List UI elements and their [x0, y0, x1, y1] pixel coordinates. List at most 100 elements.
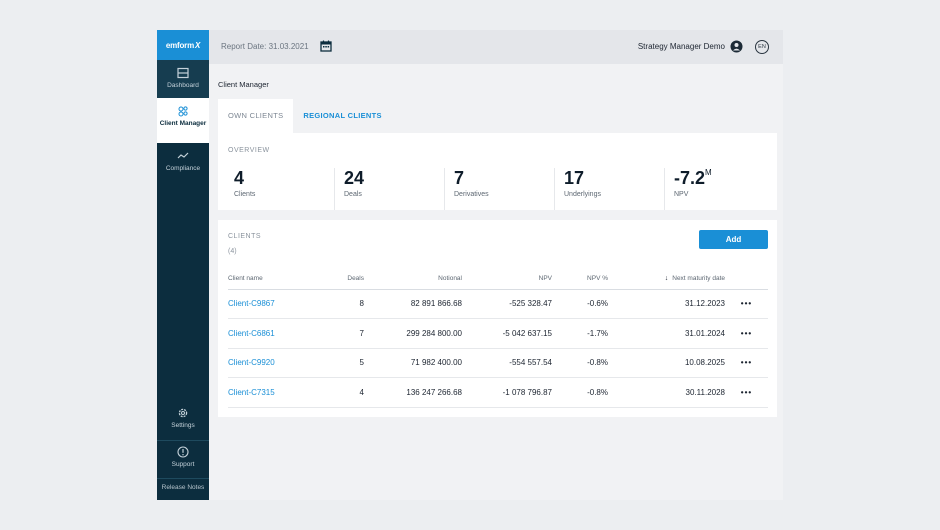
user-avatar-icon[interactable] — [730, 40, 743, 53]
cell-deals: 5 — [318, 348, 364, 378]
cell-next-maturity-date: 31.01.2024 — [608, 318, 725, 349]
topbar: Report Date: 31.03.2021 Strategy Manager… — [209, 30, 783, 64]
logo-text: emform — [165, 40, 194, 50]
table-row[interactable]: Client-C7315 4 136 247 266.68 -1 078 796… — [228, 377, 768, 408]
stat-label: Derivatives — [454, 191, 489, 198]
column-header-notional[interactable]: Notional — [364, 269, 462, 290]
stat-value: 4 — [234, 168, 245, 188]
column-header-npv[interactable]: NPV — [462, 269, 552, 290]
column-header-label: Next maturity date — [672, 275, 725, 283]
cell-npv: -554 557.54 — [462, 348, 552, 378]
sidebar: emform X Dashboard Client Manager Complia… — [157, 30, 209, 500]
app-window: emform X Dashboard Client Manager Complia… — [157, 30, 783, 500]
sidebar-item-settings[interactable]: Settings — [157, 402, 209, 440]
stat-derivatives: 7 Derivatives — [448, 168, 489, 210]
sidebar-item-support[interactable]: Support — [157, 440, 209, 478]
stat-deals: 24 Deals — [338, 168, 364, 210]
stat-value: 24 — [344, 168, 365, 188]
clients-table: Client name Deals Notional NPV NPV % ↓ Ne… — [228, 269, 768, 408]
cell-next-maturity-date: 30.11.2028 — [608, 377, 725, 408]
more-options-icon[interactable]: ••• — [725, 318, 768, 349]
stat-value: 17 — [564, 168, 585, 188]
cell-npv: -1 078 796.87 — [462, 377, 552, 408]
language-switcher[interactable]: EN — [755, 40, 769, 54]
overview-card: OVERVIEW 4 Clients 24 Deals 7 Derivative… — [218, 133, 777, 210]
divider — [664, 168, 665, 210]
divider — [444, 168, 445, 210]
logo-mark: X — [195, 40, 201, 50]
divider — [554, 168, 555, 210]
stat-label: Clients — [234, 191, 256, 198]
breadcrumb: Client Manager — [218, 80, 269, 89]
calendar-icon[interactable] — [320, 40, 332, 52]
column-header-npv-percent[interactable]: NPV % — [552, 269, 608, 290]
clients-count: (4) — [228, 248, 237, 255]
sidebar-item-label: Client Manager — [159, 120, 207, 127]
cell-npv: -5 042 637.15 — [462, 318, 552, 349]
stat-label: NPV — [674, 191, 689, 198]
cell-deals: 4 — [318, 377, 364, 408]
sidebar-item-label: Support — [171, 461, 195, 468]
stat-label: Deals — [344, 191, 362, 198]
column-header-actions — [725, 269, 768, 290]
table-header-row: Client name Deals Notional NPV NPV % ↓ Ne… — [228, 269, 768, 290]
cell-next-maturity-date: 31.12.2023 — [608, 289, 725, 319]
cell-npv-percent: -1.7% — [552, 318, 608, 349]
client-name-link[interactable]: Client-C7315 — [228, 377, 318, 408]
client-name-link[interactable]: Client-C9867 — [228, 289, 318, 319]
people-icon — [178, 106, 188, 117]
table-row[interactable]: Client-C6861 7 299 284 800.00 -5 042 637… — [228, 318, 768, 349]
sidebar-item-release-notes[interactable]: Release Notes — [157, 478, 209, 500]
cell-notional: 71 982 400.00 — [364, 348, 462, 378]
clients-title: CLIENTS — [228, 233, 262, 240]
column-header-next-maturity-date[interactable]: ↓ Next maturity date — [608, 269, 725, 290]
more-options-icon[interactable]: ••• — [725, 348, 768, 378]
cell-notional: 299 284 800.00 — [364, 318, 462, 349]
help-icon — [177, 446, 189, 458]
more-options-icon[interactable]: ••• — [725, 377, 768, 408]
sidebar-item-label: Release Notes — [161, 484, 205, 491]
stat-value: 7 — [454, 168, 465, 188]
cell-npv-percent: -0.6% — [552, 289, 608, 319]
sidebar-item-compliance[interactable]: Compliance — [157, 143, 209, 179]
client-name-link[interactable]: Client-C6861 — [228, 318, 318, 349]
sort-down-icon: ↓ — [664, 275, 669, 283]
tab-bar: OWN CLIENTS REGIONAL CLIENTS — [218, 99, 392, 133]
overview-title: OVERVIEW — [228, 147, 270, 154]
stat-label: Underlyings — [564, 191, 601, 198]
cell-npv: -525 328.47 — [462, 289, 552, 319]
sidebar-item-label: Dashboard — [167, 82, 199, 89]
cell-next-maturity-date: 10.08.2025 — [608, 348, 725, 378]
trend-icon — [177, 152, 189, 159]
client-name-link[interactable]: Client-C9920 — [228, 348, 318, 378]
stat-value: -7.2 — [674, 168, 706, 188]
cell-npv-percent: -0.8% — [552, 377, 608, 408]
add-client-button[interactable]: Add — [699, 230, 768, 249]
column-header-client-name[interactable]: Client name — [228, 269, 318, 290]
clients-card: CLIENTS (4) Add Client name Deals Notion… — [218, 220, 777, 417]
column-header-deals[interactable]: Deals — [318, 269, 364, 290]
table-row[interactable]: Client-C9867 8 82 891 866.68 -525 328.47… — [228, 289, 768, 319]
cell-npv-percent: -0.8% — [552, 348, 608, 378]
more-options-icon[interactable]: ••• — [725, 289, 768, 319]
report-date: Report Date: 31.03.2021 — [221, 42, 309, 51]
gear-icon — [178, 408, 188, 418]
dashboard-icon — [177, 67, 189, 79]
cell-notional: 136 247 266.68 — [364, 377, 462, 408]
stat-npv: -7.2M NPV — [668, 168, 712, 210]
table-row[interactable]: Client-C9920 5 71 982 400.00 -554 557.54… — [228, 348, 768, 378]
divider — [334, 168, 335, 210]
cell-deals: 7 — [318, 318, 364, 349]
sidebar-item-label: Compliance — [165, 165, 201, 172]
sidebar-item-client-manager[interactable]: Client Manager — [157, 98, 209, 143]
tab-regional-clients[interactable]: REGIONAL CLIENTS — [303, 111, 382, 120]
sidebar-item-label: Settings — [171, 422, 195, 429]
cell-notional: 82 891 866.68 — [364, 289, 462, 319]
user-name[interactable]: Strategy Manager Demo — [637, 42, 725, 51]
stat-underlyings: 17 Underlyings — [558, 168, 601, 210]
logo[interactable]: emform X — [157, 30, 209, 60]
cell-deals: 8 — [318, 289, 364, 319]
sidebar-item-dashboard[interactable]: Dashboard — [157, 60, 209, 98]
tab-own-clients[interactable]: OWN CLIENTS — [218, 99, 294, 133]
stat-clients: 4 Clients — [228, 168, 255, 210]
